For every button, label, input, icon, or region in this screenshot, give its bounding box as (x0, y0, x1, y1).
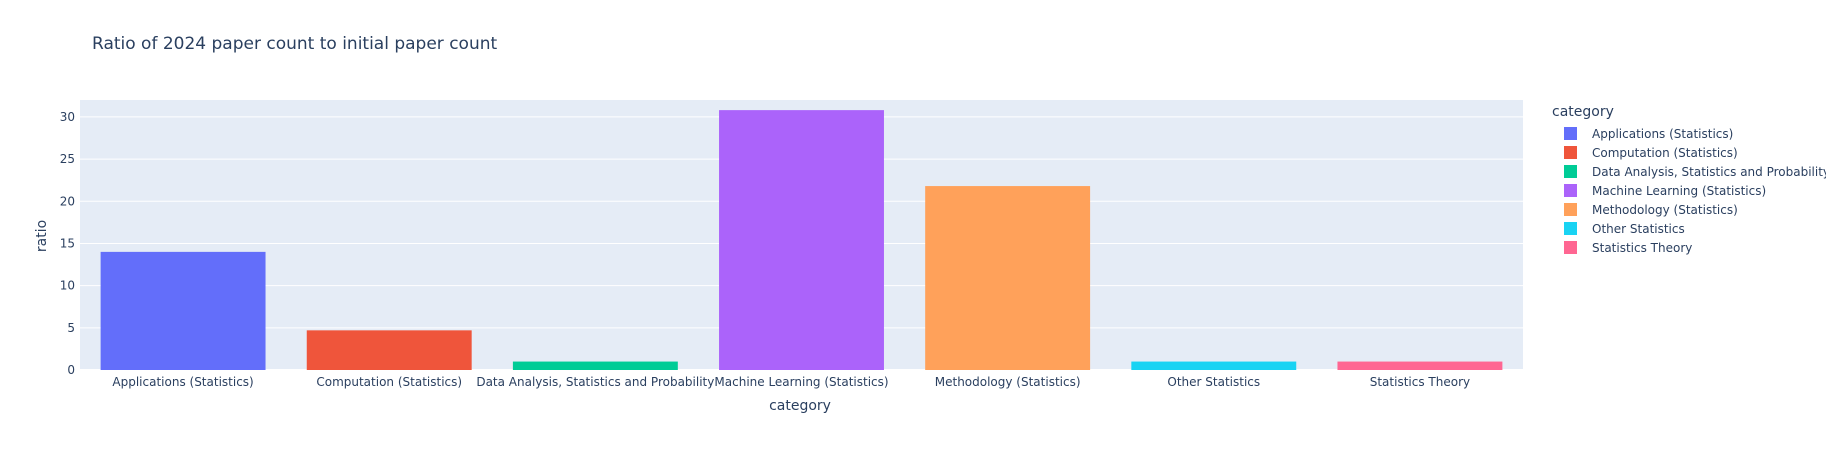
y-tick-label-3: 15 (60, 236, 75, 250)
legend-label: Statistics Theory (1592, 240, 1693, 255)
legend-label: Machine Learning (Statistics) (1592, 183, 1767, 198)
y-tick-label-5: 25 (60, 152, 75, 166)
x-tick-label-5: Methodology (Statistics) (935, 375, 1081, 389)
legend-swatch (1564, 184, 1577, 197)
legend-swatch (1564, 127, 1577, 140)
x-tick-label-6: Other Statistics (1167, 375, 1260, 389)
y-tick-label-6: 30 (60, 110, 75, 124)
legend-swatch (1564, 203, 1577, 216)
x-tick-label-2: Computation (Statistics) (316, 375, 462, 389)
legend-label: Computation (Statistics) (1592, 145, 1738, 160)
legend-swatch (1564, 241, 1577, 254)
legend-items: Applications (Statistics) Computation (St… (1552, 124, 1826, 257)
bars (100, 110, 1503, 370)
y-tick-labels: 0 5 10 15 20 25 30 (60, 110, 75, 377)
legend-item-7[interactable]: Statistics Theory (1552, 238, 1826, 257)
legend-title: category (1552, 104, 1614, 120)
legend: category Applications (Statistics) Comput… (1552, 104, 1826, 257)
bar-2[interactable] (306, 330, 472, 370)
x-tick-label-4: Machine Learning (Statistics) (714, 375, 888, 389)
bar-5[interactable] (925, 186, 1091, 370)
y-tick-label-0: 0 (67, 363, 75, 377)
y-tick-label-4: 20 (60, 194, 75, 208)
bar-6[interactable] (1131, 361, 1297, 370)
x-axis-title: category (769, 398, 831, 414)
bar-7[interactable] (1337, 361, 1503, 370)
legend-item-1[interactable]: Applications (Statistics) (1552, 124, 1826, 143)
x-tick-labels: Applications (Statistics) Computation (St… (112, 375, 1470, 389)
x-tick-label-1: Applications (Statistics) (112, 375, 253, 389)
legend-item-5[interactable]: Methodology (Statistics) (1552, 200, 1826, 219)
legend-item-2[interactable]: Computation (Statistics) (1552, 143, 1826, 162)
y-tick-label-2: 10 (60, 279, 75, 293)
legend-swatch (1564, 222, 1577, 235)
legend-swatch (1564, 165, 1577, 178)
legend-item-3[interactable]: Data Analysis, Statistics and Probabilit… (1552, 162, 1826, 181)
legend-label: Other Statistics (1592, 221, 1685, 236)
legend-item-6[interactable]: Other Statistics (1552, 219, 1826, 238)
legend-swatch (1564, 146, 1577, 159)
legend-label: Data Analysis, Statistics and Probabilit… (1592, 164, 1826, 179)
legend-label: Applications (Statistics) (1592, 126, 1734, 141)
legend-item-4[interactable]: Machine Learning (Statistics) (1552, 181, 1826, 200)
chart-title: Ratio of 2024 paper count to initial pap… (92, 34, 498, 54)
y-tick-label-1: 5 (67, 321, 75, 335)
x-tick-label-3: Data Analysis, Statistics and Probabilit… (476, 375, 714, 389)
x-tick-label-7: Statistics Theory (1370, 375, 1470, 389)
bar-3[interactable] (512, 361, 678, 370)
bar-1[interactable] (100, 251, 266, 370)
bar-4[interactable] (719, 110, 884, 370)
legend-label: Methodology (Statistics) (1592, 202, 1738, 217)
